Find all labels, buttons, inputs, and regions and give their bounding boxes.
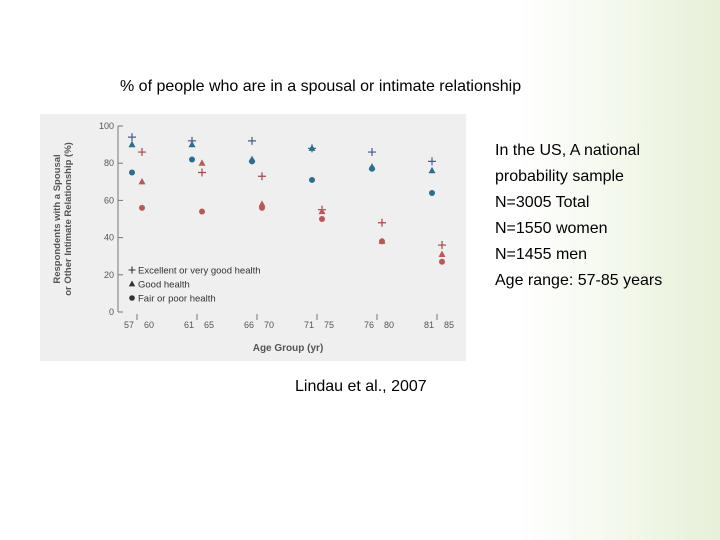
x-tick-label: 76 <box>364 320 374 330</box>
info-line: N=1455 men <box>495 246 588 263</box>
data-point-circle <box>249 158 255 165</box>
y-tick-label: 80 <box>104 158 114 168</box>
legend-label: Good health <box>138 280 190 291</box>
x-tick-label: 75 <box>324 320 334 330</box>
data-point-plus <box>438 241 446 250</box>
data-point-plus <box>368 148 376 157</box>
x-tick-label: 71 <box>304 320 314 330</box>
citation: Lindau et al., 2007 <box>295 378 427 395</box>
x-tick-label: 80 <box>384 320 394 330</box>
data-point-plus <box>258 172 266 181</box>
data-point-circle <box>379 238 385 245</box>
info-line: In the US, A national <box>495 142 640 159</box>
info-line: N=3005 Total <box>495 194 590 211</box>
data-point-plus <box>378 218 386 227</box>
x-tick-label: 65 <box>204 320 214 330</box>
data-point-plus <box>428 157 436 166</box>
legend-label: Fair or poor health <box>138 294 216 305</box>
data-point-circle <box>199 208 205 215</box>
data-point-circle <box>369 165 375 172</box>
data-point-circle <box>139 204 145 211</box>
study-info: In the US, A national probability sample… <box>495 138 710 294</box>
x-tick-label: 70 <box>264 320 274 330</box>
info-line: Age range: 57-85 years <box>495 272 663 289</box>
slide-title: % of people who are in a spousal or inti… <box>120 78 522 95</box>
data-point-triangle <box>258 200 266 207</box>
data-point-plus <box>198 168 206 177</box>
x-tick-label: 66 <box>244 320 254 330</box>
x-tick-label: 60 <box>144 320 154 330</box>
data-point-circle <box>319 216 325 222</box>
data-point-circle <box>189 156 195 163</box>
data-point-plus <box>128 133 136 142</box>
legend-marker-circle <box>129 295 135 301</box>
data-point-circle <box>429 189 435 196</box>
data-point-triangle <box>308 144 316 151</box>
y-tick-label: 100 <box>99 121 114 131</box>
y-tick-label: 20 <box>104 270 114 280</box>
x-tick-label: 57 <box>124 320 134 330</box>
legend-marker-plus <box>128 266 136 274</box>
x-tick-label: 61 <box>184 320 194 330</box>
x-tick-label: 81 <box>424 320 434 330</box>
x-axis-label: Age Group (yr) <box>253 343 324 354</box>
legend-label: Excellent or very good health <box>138 266 261 277</box>
data-point-triangle <box>138 178 146 185</box>
data-point-triangle <box>318 207 326 215</box>
data-point-circle <box>439 258 445 265</box>
scatter-chart: 0 20 40 60 80 100 Respondents with a Spousal or… <box>52 121 454 354</box>
x-tick-label: 85 <box>444 320 454 330</box>
y-axis-label: or Other Intimate Relationship (%) <box>63 142 74 296</box>
data-point-triangle <box>428 166 436 174</box>
data-point-triangle <box>128 140 136 148</box>
legend-marker-triangle <box>128 280 136 287</box>
y-tick-label: 40 <box>104 233 114 243</box>
info-line: N=1550 women <box>495 220 608 237</box>
y-tick-label: 60 <box>104 195 114 205</box>
data-point-circle <box>259 204 265 211</box>
data-point-triangle <box>438 250 446 257</box>
data-point-plus <box>248 136 256 145</box>
chart-figure: 0 20 40 60 80 100 Respondents with a Spousal or… <box>40 114 466 361</box>
info-line: probability sample <box>495 168 624 185</box>
data-point-circle <box>129 169 135 176</box>
data-point-triangle <box>188 140 196 148</box>
y-tick-label: 0 <box>109 307 114 317</box>
data-point-plus <box>138 148 146 157</box>
data-point-circle <box>309 176 315 183</box>
y-axis-label: Respondents with a Spousal <box>52 154 63 283</box>
data-point-triangle <box>198 159 206 166</box>
